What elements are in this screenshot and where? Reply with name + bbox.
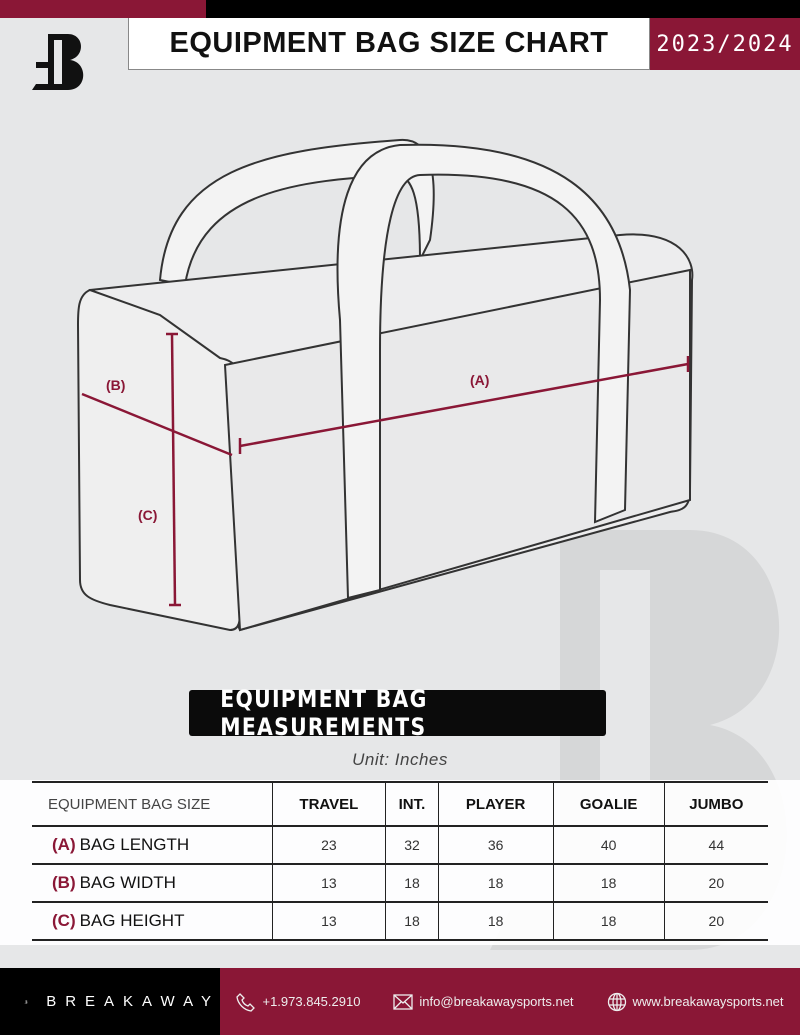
header-label: EQUIPMENT BAG SIZE	[48, 795, 211, 813]
row-label: (C) BAG HEIGHT	[32, 902, 272, 940]
table-row: (B) BAG WIDTH 13 18 18 18 20	[32, 864, 768, 902]
column-int: INT.	[385, 782, 439, 826]
cell: 18	[552, 864, 665, 902]
label-c: (C)	[138, 507, 157, 523]
title-box: EQUIPMENT BAG SIZE CHART	[128, 18, 650, 70]
cell: 23	[271, 826, 386, 864]
cell: 13	[271, 902, 386, 940]
cell: 18	[385, 864, 439, 902]
footer-contact: +1.973.845.2910 info@breakawaysports.net…	[220, 968, 800, 1035]
table-header-row: EQUIPMENT BAG SIZE TRAVEL INT. PLAYER GO…	[32, 782, 768, 826]
phone-number: +1.973.845.2910	[262, 994, 361, 1009]
size-table: EQUIPMENT BAG SIZE TRAVEL INT. PLAYER GO…	[32, 781, 768, 941]
measurements-title: EQUIPMENT BAG MEASUREMENTS	[220, 685, 428, 741]
cell: 18	[437, 864, 554, 902]
email-contact[interactable]: info@breakawaysports.net	[393, 993, 574, 1010]
email-address: info@breakawaysports.net	[419, 994, 574, 1009]
label-a: (A)	[470, 372, 489, 388]
top-bar-accent	[0, 0, 206, 18]
column-player: PLAYER	[437, 782, 554, 826]
row-label: (B) BAG WIDTH	[32, 864, 272, 902]
row-name: BAG LENGTH	[79, 835, 190, 854]
page-title: EQUIPMENT BAG SIZE CHART	[169, 27, 609, 59]
brand-name: BREAKAWAY	[46, 993, 220, 1010]
cell: 20	[663, 902, 768, 940]
cell: 18	[385, 902, 439, 940]
email-icon	[393, 993, 414, 1010]
phone-contact[interactable]: +1.973.845.2910	[236, 992, 360, 1012]
phone-icon	[236, 992, 256, 1012]
row-name: BAG HEIGHT	[79, 911, 185, 930]
cell: 13	[271, 864, 386, 902]
globe-icon	[607, 992, 626, 1011]
cell: 20	[663, 864, 768, 902]
row-label: (A) BAG LENGTH	[32, 826, 272, 864]
cell: 32	[385, 826, 439, 864]
cell: 44	[663, 826, 768, 864]
top-bar	[206, 0, 800, 18]
cell: 40	[552, 826, 665, 864]
cell: 18	[552, 902, 665, 940]
website-url: www.breakawaysports.net	[632, 994, 784, 1009]
row-name: BAG WIDTH	[79, 873, 176, 892]
column-jumbo: JUMBO	[663, 782, 768, 826]
row-letter: (C)	[52, 911, 76, 930]
table-row: (C) BAG HEIGHT 13 18 18 18 20	[32, 902, 768, 940]
row-letter: (A)	[52, 835, 76, 854]
brand-logo-icon	[32, 34, 84, 90]
footer-logo-icon	[24, 999, 28, 1004]
cell: 36	[437, 826, 554, 864]
row-letter: (B)	[52, 873, 76, 892]
website-contact[interactable]: www.breakawaysports.net	[607, 992, 784, 1012]
measurements-banner: EQUIPMENT BAG MEASUREMENTS	[189, 685, 606, 741]
season-box: 2023/2024	[650, 18, 800, 70]
bag-diagram: (A) (B) (C)	[76, 138, 694, 632]
column-goalie: GOALIE	[552, 782, 665, 826]
table-row: (A) BAG LENGTH 23 32 36 40 44	[32, 826, 768, 864]
season: 2023/2024	[656, 31, 794, 57]
footer-brand: BREAKAWAY	[0, 968, 220, 1035]
cell: 18	[437, 902, 554, 940]
unit-label: Unit: Inches	[352, 750, 448, 769]
column-travel: TRAVEL	[271, 782, 386, 826]
label-b: (B)	[106, 377, 125, 393]
